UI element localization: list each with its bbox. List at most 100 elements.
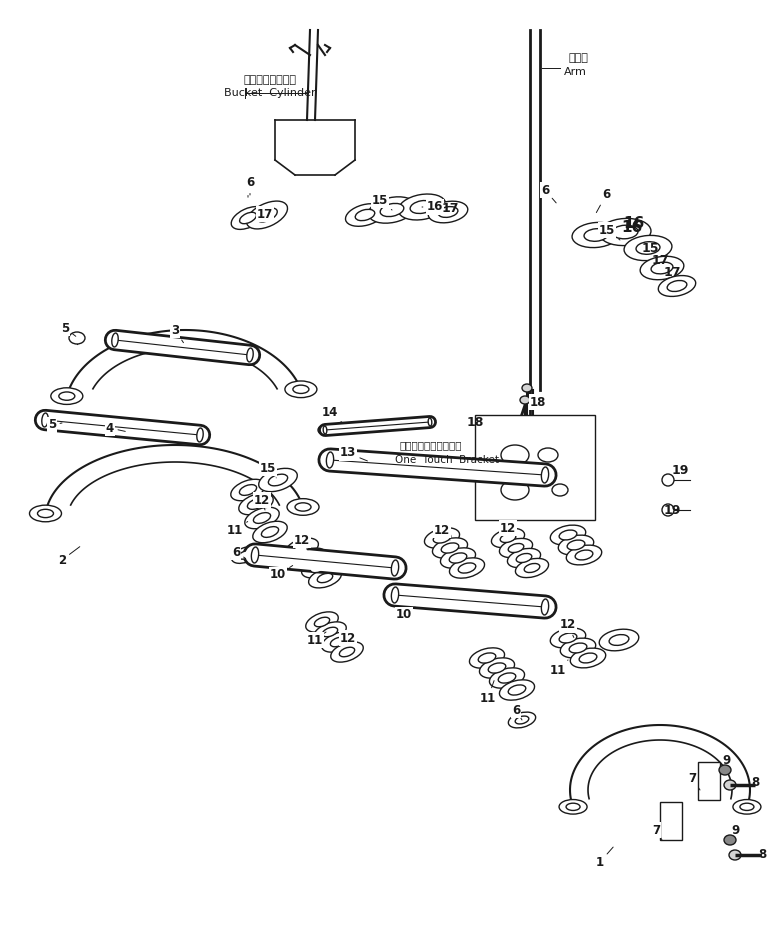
Ellipse shape: [624, 236, 672, 260]
Text: ワンタッチブラケット: ワンタッチブラケット: [400, 440, 462, 450]
Ellipse shape: [315, 618, 329, 627]
Ellipse shape: [326, 452, 333, 468]
Ellipse shape: [247, 348, 253, 362]
Ellipse shape: [515, 558, 549, 578]
Ellipse shape: [239, 485, 256, 495]
Text: 15: 15: [372, 193, 392, 210]
Ellipse shape: [340, 647, 354, 656]
Ellipse shape: [542, 467, 549, 483]
Ellipse shape: [500, 538, 532, 557]
Text: 11: 11: [227, 521, 248, 537]
Text: 12: 12: [560, 619, 576, 637]
Ellipse shape: [740, 803, 754, 810]
Bar: [698, 762, 720, 800]
Ellipse shape: [231, 479, 265, 501]
Ellipse shape: [285, 381, 317, 398]
Ellipse shape: [550, 628, 586, 648]
Ellipse shape: [507, 549, 541, 568]
Ellipse shape: [559, 800, 587, 814]
Text: 9: 9: [723, 753, 731, 767]
Ellipse shape: [308, 568, 341, 587]
Ellipse shape: [508, 712, 535, 728]
Ellipse shape: [520, 396, 530, 404]
Text: 16: 16: [422, 201, 443, 213]
Ellipse shape: [572, 223, 620, 248]
Ellipse shape: [247, 499, 265, 509]
Ellipse shape: [441, 543, 458, 554]
Ellipse shape: [441, 548, 476, 569]
Ellipse shape: [323, 426, 327, 434]
Ellipse shape: [428, 418, 432, 426]
Ellipse shape: [438, 207, 458, 218]
Ellipse shape: [256, 208, 277, 222]
Ellipse shape: [516, 554, 531, 563]
Ellipse shape: [612, 225, 638, 239]
Text: Bucket  Cylinder: Bucket Cylinder: [225, 88, 315, 98]
Ellipse shape: [392, 560, 399, 576]
Ellipse shape: [253, 513, 270, 523]
Ellipse shape: [239, 493, 274, 515]
Ellipse shape: [253, 521, 287, 543]
Text: Arm: Arm: [563, 67, 587, 77]
Ellipse shape: [239, 212, 256, 223]
Ellipse shape: [346, 204, 385, 226]
Ellipse shape: [286, 538, 319, 558]
Ellipse shape: [469, 648, 504, 669]
Ellipse shape: [500, 534, 516, 542]
Text: 19: 19: [664, 504, 681, 517]
Text: 6: 6: [246, 176, 254, 195]
Ellipse shape: [501, 480, 529, 500]
Text: 4: 4: [106, 422, 125, 435]
Text: 8: 8: [758, 849, 766, 862]
Ellipse shape: [479, 658, 514, 678]
Ellipse shape: [733, 800, 761, 814]
Ellipse shape: [449, 553, 467, 563]
Ellipse shape: [719, 765, 731, 775]
Ellipse shape: [636, 241, 660, 255]
Text: 12: 12: [500, 521, 516, 538]
Text: 7: 7: [688, 771, 700, 790]
Text: 12: 12: [434, 523, 450, 540]
Ellipse shape: [310, 563, 326, 572]
Text: 18: 18: [466, 416, 484, 428]
Ellipse shape: [197, 428, 204, 442]
Text: 8: 8: [751, 776, 759, 789]
Ellipse shape: [259, 469, 298, 491]
Ellipse shape: [609, 635, 629, 645]
Ellipse shape: [491, 528, 524, 548]
Ellipse shape: [538, 448, 558, 462]
Ellipse shape: [566, 545, 601, 565]
Ellipse shape: [331, 642, 364, 662]
Ellipse shape: [599, 629, 639, 651]
Text: 3: 3: [171, 323, 183, 342]
Ellipse shape: [355, 209, 375, 221]
Ellipse shape: [69, 332, 85, 344]
Ellipse shape: [662, 474, 674, 486]
Ellipse shape: [575, 550, 593, 560]
Ellipse shape: [42, 413, 48, 427]
Text: 7: 7: [652, 823, 662, 840]
Ellipse shape: [570, 648, 606, 668]
Text: 10: 10: [270, 566, 293, 582]
Text: 13: 13: [340, 446, 368, 461]
Text: 15: 15: [260, 461, 276, 478]
Ellipse shape: [552, 484, 568, 496]
Ellipse shape: [368, 197, 416, 223]
Text: 1: 1: [596, 847, 613, 869]
Ellipse shape: [322, 627, 338, 637]
Text: 2: 2: [58, 547, 80, 567]
Text: 16: 16: [623, 217, 645, 231]
Ellipse shape: [651, 262, 673, 273]
Ellipse shape: [232, 547, 259, 563]
Ellipse shape: [251, 547, 259, 563]
Text: 17: 17: [257, 207, 274, 221]
Ellipse shape: [30, 505, 61, 521]
Ellipse shape: [301, 558, 334, 578]
Ellipse shape: [579, 653, 597, 663]
Text: 17: 17: [664, 266, 681, 278]
Ellipse shape: [428, 201, 468, 223]
Ellipse shape: [490, 668, 524, 688]
Ellipse shape: [392, 587, 399, 603]
Text: 15: 15: [599, 223, 620, 240]
Ellipse shape: [584, 229, 608, 241]
